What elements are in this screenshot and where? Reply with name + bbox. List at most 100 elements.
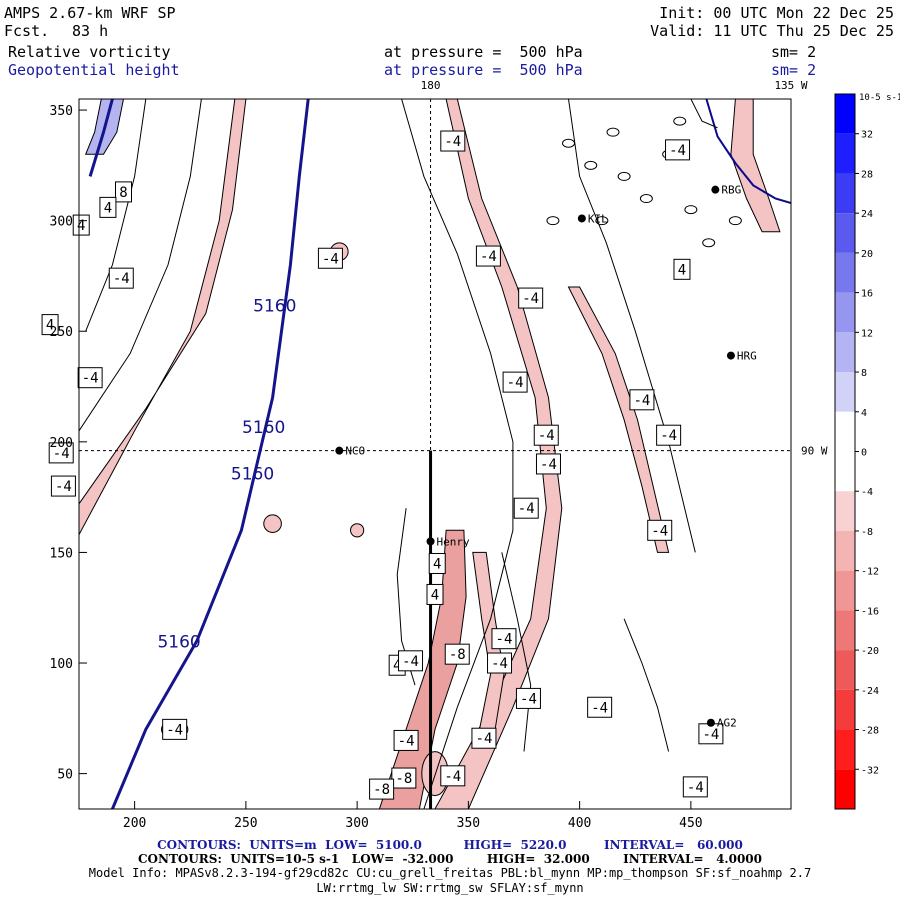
vorticity-band-2 [567,286,670,553]
station-dot [706,718,715,727]
contour-label: -4 [647,519,673,541]
station-nco: NCO [335,445,365,458]
height-label: 5160 [157,633,200,653]
top-label-180: 180 [421,79,441,92]
contour-label: 8 [115,181,132,203]
contour-label-box [50,475,76,497]
station-name: RBG [721,184,741,197]
colorbar-segment [835,570,855,611]
coastline [690,99,791,204]
contour-label-text: -4 [496,632,513,648]
contour-label-text: 4 [431,587,439,603]
y-tick-label: 200 [50,436,73,451]
contour-label: -4 [393,729,419,751]
contour-label-text: 4 [393,658,401,674]
contour-label: -8 [369,778,395,800]
contour-label-box [48,442,74,464]
contour-label-box [108,267,134,289]
contour-label-box [162,718,188,740]
contour-loop-2 [617,171,631,181]
contour-loop-1 [584,160,598,170]
contour-label-box [629,389,655,411]
contour-label-box [41,314,59,336]
colorbar-tick-label: -20 [861,646,879,657]
vorticity-band-1 [434,99,563,809]
colorbar-segment [835,372,855,412]
colorbar-tick-label: 4 [861,408,867,419]
x-tick-label: 350 [457,816,480,831]
contour-loop-11 [673,116,687,126]
contour-label-text: -8 [373,782,390,798]
station-name: KIL [588,212,608,225]
height-contour-5160-topleft [88,99,114,177]
footer-vorticity-contours: CONTOURS: UNITS=10-5 s-1 LOW= -32.000 HI… [137,852,762,866]
contour-label: -4 [475,245,501,267]
contour-label-text: -4 [507,375,524,391]
contour-label-text: -4 [660,428,677,444]
valid-time: Valid: 11 UTC Thu 25 Dec 25 [650,22,894,40]
colorbar-segment [835,491,855,531]
colorbar-segment [835,213,855,253]
vorticity-band-3 [378,529,467,809]
station-dot [426,537,435,546]
contour-label-text: -8 [395,771,412,787]
height-label: 5160 [253,296,296,316]
contour-label-box [487,652,513,674]
contour-labels: 844-44-4-4-4-4-4-4-4-4-4-4-4-4-4-4-4444-… [41,130,724,800]
contour-label-box [471,727,497,749]
contour-label-box [673,258,691,280]
colorbar-tick-label: 0 [861,448,867,459]
contour-label: -4 [629,389,655,411]
y-tick-label: 50 [57,768,73,783]
contour-label: 4 [99,196,117,218]
contour-label: -4 [518,287,544,309]
station-henry: Henry [426,535,470,548]
contour-label-text: -4 [669,143,686,159]
colorbar-segment [835,689,855,730]
contour-label: -4 [108,267,134,289]
colorbar-segment [835,133,855,174]
contour-label-text: -4 [53,446,70,462]
contour-line-6 [501,552,532,752]
contour-label: -4 [491,628,517,650]
x-tick-label: 400 [568,816,591,831]
station-name: NCO [345,445,365,458]
colorbar-tick-label: -4 [861,487,873,498]
colorbar-tick-label: 28 [861,169,873,180]
contour-label: -4 [471,727,497,749]
contour-line-0 [79,99,202,432]
station-ag2: AG2 [706,717,737,730]
colorbar-tick-label: -8 [861,527,873,538]
level-vorticity: at pressure = 500 hPa [384,43,583,61]
contour-line-3 [568,99,696,553]
contour-loop-4 [639,194,653,204]
contour-label-box [317,247,343,269]
contour-label-box [502,371,528,393]
contour-label-box [535,453,561,475]
colorbar-segment [835,332,855,373]
contour-label: 4 [673,258,691,280]
contour-label-text: -4 [166,722,183,738]
contour-label: -4 [317,247,343,269]
contour-label-text: -4 [55,479,72,495]
contour-label-box [682,776,708,798]
colorbar-segment [835,173,855,214]
contour-label-box [475,245,501,267]
colorbar: 10-5 s-1 32 28 24 20 16 12 8 4 0 -4 -8 -12 -16 -20 -24 -… [834,93,900,810]
grid-lines [79,99,791,809]
contour-label-text: 4 [678,262,686,278]
contour-label: -4 [440,765,466,787]
contour-label: -4 [515,687,541,709]
contour-label-text: -4 [322,251,339,267]
colorbar-tick-label: -24 [861,686,879,697]
contour-label: -8 [391,767,417,789]
colorbar-tick-label: 32 [861,130,873,141]
colorbar-segment [835,292,855,333]
colorbar-segment [835,252,855,293]
model-title: AMPS 2.67-km WRF SP [4,4,176,22]
coastline-detail [690,99,718,129]
colorbar-segment [835,769,855,809]
colorbar-unit: 10-5 s-1 [859,93,900,103]
contour-label: -4 [535,453,561,475]
